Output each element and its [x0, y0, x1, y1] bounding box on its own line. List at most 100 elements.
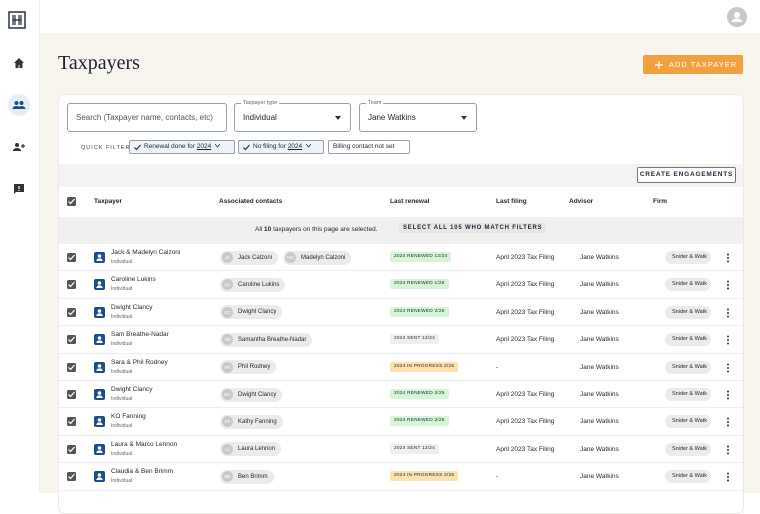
- chip-text: Renewal done for: [144, 143, 195, 150]
- select-filter[interactable]: Individual Taxpayer type: [234, 100, 351, 132]
- last-filing: -: [496, 363, 499, 371]
- taxpayer-name[interactable]: Dwight Clancy: [111, 386, 153, 393]
- taxpayers-icon[interactable]: [8, 94, 30, 116]
- row-menu[interactable]: [726, 308, 730, 318]
- row-checkbox[interactable]: [67, 417, 76, 427]
- row-menu[interactable]: [726, 335, 730, 345]
- last-filing: April 2023 Tax Filing: [496, 391, 555, 398]
- check-icon: [68, 446, 75, 453]
- firm-chip: Snider & Watk: [665, 388, 711, 401]
- table-row[interactable]: Sara & Phil Rodney Individual Phil Rodney P…: [59, 354, 743, 381]
- column-header[interactable]: Last renewal: [390, 198, 430, 205]
- message-icon[interactable]: [13, 183, 25, 195]
- check-icon: [68, 364, 75, 370]
- row-checkbox[interactable]: [67, 390, 76, 399]
- row-menu[interactable]: [726, 417, 730, 427]
- contact-chip[interactable]: Caroline Lukins CL: [220, 277, 286, 292]
- taxpayer-name[interactable]: Sara & Phil Rodney: [111, 358, 168, 366]
- advisor: Jane Watkins: [580, 391, 619, 398]
- row-menu[interactable]: [726, 280, 730, 290]
- taxpayer-name[interactable]: Caroline Lukins: [111, 276, 156, 284]
- renewal-badge: 2024 RENEWED 1/25: [390, 279, 449, 290]
- advisor: Jane Watkins: [580, 445, 619, 453]
- toolbar: [59, 164, 743, 187]
- row-checkbox[interactable]: [67, 362, 76, 372]
- quick-filters-label: QUICK FILTERS:: [81, 145, 138, 151]
- contact-chip[interactable]: Kathy Fanning KF: [220, 414, 283, 429]
- taxpayer-name[interactable]: Sam Breathe-Nadar: [111, 331, 169, 339]
- contact-chip[interactable]: Madelyn Calzoni MC: [283, 250, 352, 265]
- select-filter[interactable]: Jane Watkins Team: [359, 100, 477, 132]
- table-row[interactable]: Caroline Lukins Individual Caroline Lukins…: [59, 271, 743, 299]
- taxpayer-name[interactable]: KO Fanning: [111, 413, 146, 421]
- add-person-icon[interactable]: [12, 141, 26, 153]
- row-checkbox[interactable]: [67, 280, 76, 290]
- contact-chip[interactable]: Samantha Breathe-Nadar SB: [220, 332, 313, 347]
- taxpayer-icon: [94, 334, 105, 346]
- check-icon: [68, 391, 75, 398]
- table-row[interactable]: Laura & Marco Lennon Individual Laura Lenn…: [59, 436, 743, 464]
- row-menu[interactable]: [726, 472, 730, 482]
- quick-filter-chip[interactable]: Renewal done for 2024: [129, 140, 235, 154]
- button-label: ADD TAXPAYER: [669, 60, 738, 69]
- row-menu[interactable]: [726, 445, 730, 455]
- last-filing: April 2023 Tax Filing: [496, 336, 555, 344]
- taxpayer-kind: Individual: [111, 259, 133, 265]
- home-icon[interactable]: [13, 57, 25, 69]
- table-row[interactable]: Dwight Clancy Individual Dwight Clancy DC 20…: [59, 381, 743, 409]
- selection-suffix: taxpayers on this page are selected.: [273, 226, 378, 233]
- check-icon: [243, 144, 250, 151]
- table-row[interactable]: Jack & Madelyn Calzoni Individual Jack Cal…: [59, 244, 743, 272]
- table-row[interactable]: Claudia & Ben Brimm Individual Ben Brimm BB…: [59, 463, 743, 491]
- logo[interactable]: [8, 11, 26, 29]
- contact-chip[interactable]: Phil Rodney PR: [220, 360, 277, 375]
- row-menu[interactable]: [726, 390, 730, 400]
- taxpayer-name[interactable]: Laura & Marco Lennon: [111, 440, 178, 448]
- column-header[interactable]: Firm: [653, 198, 668, 205]
- row-menu[interactable]: [726, 363, 730, 373]
- add-taxpayer-button[interactable]: ADD TAXPAYER: [643, 55, 743, 74]
- chip-arrow: [305, 143, 312, 148]
- contact-chip[interactable]: Jack Calzoni JC: [220, 250, 279, 265]
- table-row[interactable]: KO Fanning Individual Kathy Fanning KF 2024 …: [59, 408, 743, 436]
- row-checkbox[interactable]: [67, 307, 76, 317]
- taxpayer-kind: Individual: [111, 313, 133, 320]
- taxpayer-name[interactable]: Claudia & Ben Brimm: [111, 468, 174, 476]
- header-checkbox[interactable]: [67, 197, 76, 206]
- taxpayer-kind: Individual: [111, 423, 133, 430]
- chip-arrow: [214, 143, 221, 148]
- contact-chip[interactable]: Dwight Clancy DC: [220, 305, 283, 320]
- row-checkbox[interactable]: [67, 335, 76, 345]
- column-header[interactable]: Taxpayer: [94, 198, 123, 205]
- taxpayer-name[interactable]: Jack & Madelyn Calzoni: [111, 249, 181, 256]
- quick-filter-chip[interactable]: No filing for 2024: [238, 140, 324, 154]
- create-engagements-button[interactable]: CREATE ENGAGEMENTS: [637, 167, 736, 183]
- table-row[interactable]: Sam Breathe-Nadar Individual Samantha Brea…: [59, 326, 743, 354]
- taxpayer-name[interactable]: Dwight Clancy: [111, 303, 153, 311]
- row-checkbox[interactable]: [67, 472, 76, 482]
- contact-chip[interactable]: Ben Brimm BB: [220, 469, 274, 484]
- table-row[interactable]: Dwight Clancy Individual Dwight Clancy DC 20…: [59, 299, 743, 327]
- row-checkbox[interactable]: [67, 253, 76, 262]
- user-avatar[interactable]: [727, 7, 747, 27]
- row-menu[interactable]: [726, 253, 730, 263]
- contact-initials: DC: [222, 389, 233, 400]
- top-bar: [40, 0, 760, 33]
- column-header[interactable]: Last filing: [496, 198, 527, 205]
- firm-chip: Snider & Watk: [665, 415, 711, 429]
- contact-chip[interactable]: Dwight Clancy DC: [220, 387, 283, 402]
- column-header[interactable]: Associated contacts: [219, 198, 283, 205]
- taxpayer-kind: Individual: [111, 396, 133, 402]
- column-header[interactable]: Advisor: [569, 198, 594, 205]
- sidebar: [0, 0, 40, 493]
- quick-filter-chip[interactable]: Billing contact not set: [328, 140, 410, 154]
- last-filing: April 2023 Tax Filing: [496, 281, 555, 289]
- search-input[interactable]: Search (Taxpayer name, contacts, etc): [67, 103, 227, 132]
- firm-chip: Snider & Watk: [665, 305, 711, 319]
- select-all-button[interactable]: SELECT ALL 105 WHO MATCH FILTERS: [399, 223, 547, 233]
- row-checkbox[interactable]: [67, 444, 76, 454]
- chip-year: 2024: [287, 143, 303, 150]
- advisor: Jane Watkins: [580, 418, 619, 426]
- contact-chip[interactable]: Laura Lennon LL: [220, 442, 282, 457]
